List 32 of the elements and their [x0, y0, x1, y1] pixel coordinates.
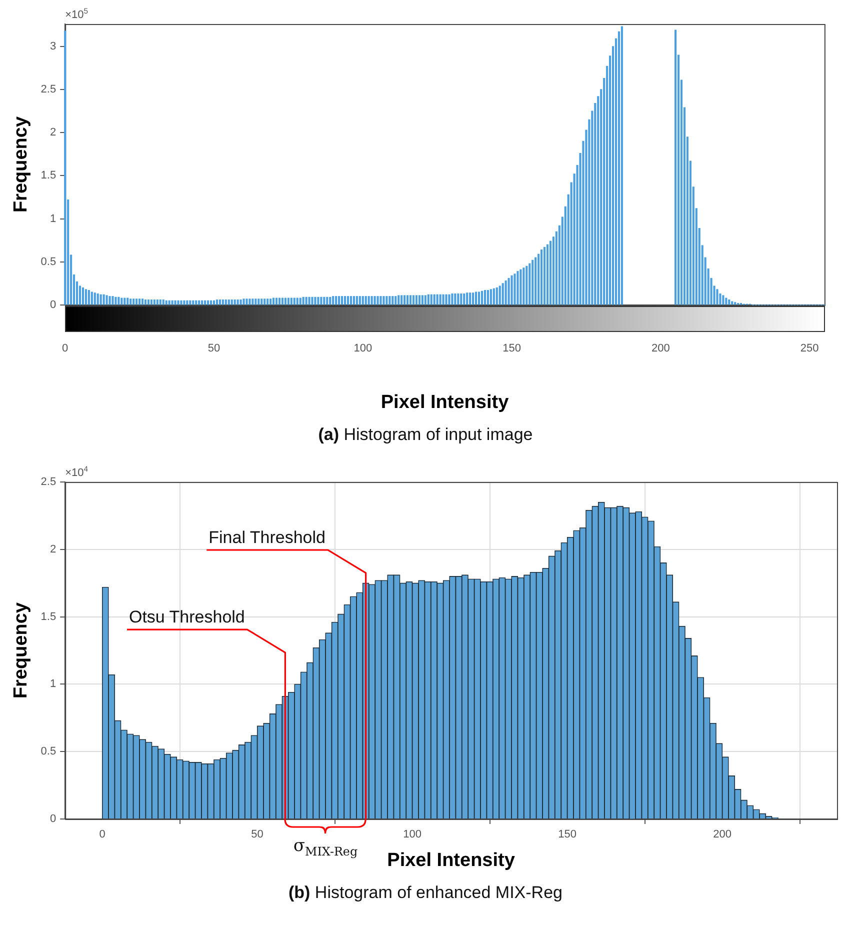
x-tick-label: 100: [354, 342, 372, 355]
y-tick-label: 0: [50, 813, 56, 826]
x-tick-label: 250: [800, 342, 819, 355]
text: (a) Histogram of input image: [317, 424, 534, 446]
x-tick-label: 150: [502, 342, 521, 355]
x-tick-label: 200: [651, 342, 670, 355]
x-tick-label: 0: [62, 342, 68, 355]
x-tick-label: 50: [251, 828, 264, 841]
y-tick-label: 0: [50, 299, 56, 312]
x-tick-label: 50: [208, 342, 220, 355]
ref-line-label: Otsu Threshold: [128, 608, 245, 627]
text: (b) Histogram of enhanced MIX-Reg: [287, 882, 564, 904]
x-tick-label: 200: [713, 828, 732, 841]
y-tick-label: 3: [50, 40, 56, 52]
y-axis-title: Frequency: [10, 602, 32, 699]
y-tick-label: 2.5: [40, 84, 56, 96]
y-tick-label: 0.5: [40, 256, 56, 268]
x-tick-label: 0: [99, 828, 106, 841]
x-axis-title: Pixel Intensity: [380, 392, 510, 413]
y-axis-title: Frequency: [10, 116, 32, 213]
x-axis-title: Pixel Intensity: [387, 850, 516, 871]
ref-line-label: Final Threshold: [208, 528, 326, 547]
y-tick-label: 1.5: [40, 610, 56, 623]
y-tick-label: 2: [50, 543, 56, 556]
x-tick-label: 150: [558, 828, 576, 841]
y-tick-label: 1: [50, 678, 56, 690]
y-tick-label: 1.5: [40, 170, 56, 182]
x-tick-label: 100: [403, 828, 422, 841]
y-tick-label: 0.5: [40, 746, 56, 758]
y-tick-label: 1: [50, 212, 56, 225]
y-tick-label: 2: [50, 126, 56, 139]
y-tick-label: 2.5: [40, 476, 56, 488]
